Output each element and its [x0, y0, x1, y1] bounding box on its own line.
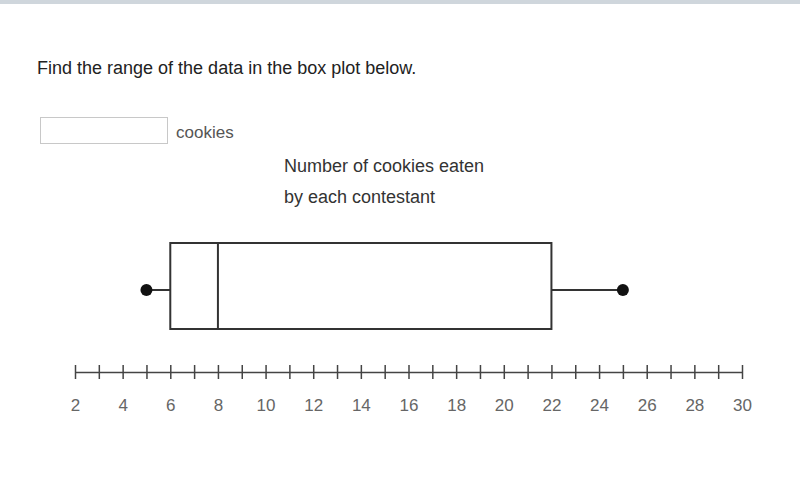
tick-label: 4 [118, 396, 127, 415]
chart: Find the range of the data in the box pl… [0, 0, 800, 500]
tick: 4 [118, 365, 127, 415]
x-minor-ticks [99, 365, 718, 379]
minor-tick [146, 365, 147, 379]
minor-tick-mark [99, 365, 101, 379]
minor-tick-mark [289, 365, 291, 379]
tick-label: 12 [304, 396, 323, 415]
tick-mark [361, 365, 363, 379]
minor-tick [671, 365, 672, 379]
title: by each contestant [284, 187, 435, 207]
tick: 16 [400, 365, 419, 415]
minor-tick [289, 365, 290, 379]
plot-area [140, 243, 628, 329]
tick-mark [122, 365, 124, 379]
minor-tick [718, 365, 719, 379]
tick: 24 [590, 365, 609, 415]
tick-mark [551, 365, 553, 379]
tick-mark [218, 365, 220, 379]
page: Find the range of the data in the box pl… [0, 0, 800, 500]
tick-mark [694, 365, 696, 379]
tick-label: 2 [71, 396, 80, 415]
minor-tick [242, 365, 243, 379]
tick-label: 28 [685, 396, 704, 415]
minor-tick-mark [480, 365, 482, 379]
tick: 30 [733, 365, 752, 415]
tick-mark [408, 365, 410, 379]
minor-tick-mark [527, 365, 529, 379]
minor-tick-mark [384, 365, 386, 379]
tick-label: 30 [733, 396, 752, 415]
tick-label: 26 [638, 396, 657, 415]
tick: 26 [638, 365, 657, 415]
min-point [140, 284, 152, 296]
minor-tick [623, 365, 624, 379]
tick: 12 [304, 365, 323, 415]
minor-tick [432, 365, 433, 379]
tick-mark [75, 365, 77, 379]
minor-tick [337, 365, 338, 379]
minor-tick [575, 365, 576, 379]
tick-mark [599, 365, 601, 379]
minor-tick-mark [146, 365, 148, 379]
tick-mark [170, 365, 172, 379]
tick-label: 14 [352, 396, 371, 415]
question: Find the range of the data in the box pl… [37, 58, 416, 78]
minor-tick-mark [337, 365, 339, 379]
tick-label: 10 [257, 396, 276, 415]
tick-label: 22 [542, 396, 561, 415]
tick: 10 [257, 365, 276, 415]
tick-label: 24 [590, 396, 609, 415]
tick-label: 6 [166, 396, 175, 415]
tick-mark [265, 365, 267, 379]
median-line [217, 243, 219, 329]
minor-tick-mark [623, 365, 625, 379]
minor-tick [99, 365, 100, 379]
minor-tick-mark [194, 365, 196, 379]
tick-mark [313, 365, 315, 379]
title: Number of cookies eaten [284, 156, 484, 176]
upper-whisker [551, 289, 622, 291]
tick: 28 [685, 365, 704, 415]
tick: 22 [542, 365, 561, 415]
minor-tick-mark [242, 365, 244, 379]
minor-tick-mark [432, 365, 434, 379]
tick: 8 [214, 365, 223, 415]
tick-mark [456, 365, 458, 379]
answer-input[interactable] [40, 117, 168, 144]
tick: 18 [447, 365, 466, 415]
title-group: Number of cookies eaten by each contestan… [284, 156, 484, 207]
max-point [617, 284, 629, 296]
tick: 14 [352, 365, 371, 415]
tick-mark [742, 365, 744, 379]
minor-tick-mark [575, 365, 577, 379]
tick-mark [646, 365, 648, 379]
tick-label: 8 [214, 396, 223, 415]
minor-tick-mark [718, 365, 720, 379]
minor-tick [385, 365, 386, 379]
box [170, 243, 551, 329]
tick: 2 [71, 365, 80, 415]
tick-label: 16 [400, 396, 419, 415]
tick: 6 [166, 365, 175, 415]
minor-tick-mark [670, 365, 672, 379]
minor-tick [480, 365, 481, 379]
x-axis: 24681012141618202224262830 [71, 365, 752, 415]
tick-label: 18 [447, 396, 466, 415]
tick-label: 20 [495, 396, 514, 415]
minor-tick [528, 365, 529, 379]
minor-tick [194, 365, 195, 379]
answer-unit: cookies [176, 123, 234, 142]
tick: 20 [495, 365, 514, 415]
tick-mark [504, 365, 506, 379]
